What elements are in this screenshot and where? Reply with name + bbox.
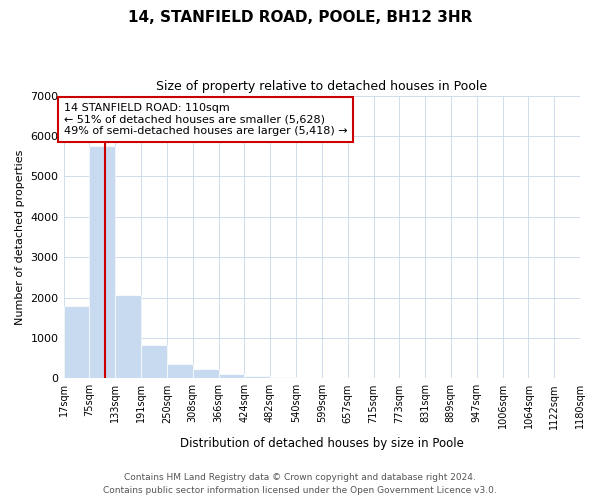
X-axis label: Distribution of detached houses by size in Poole: Distribution of detached houses by size … [180, 437, 464, 450]
Text: 14 STANFIELD ROAD: 110sqm
← 51% of detached houses are smaller (5,628)
49% of se: 14 STANFIELD ROAD: 110sqm ← 51% of detac… [64, 103, 347, 136]
Bar [89, 146, 115, 378]
Bar [244, 376, 270, 378]
Bar [193, 370, 218, 378]
Bar [141, 345, 167, 378]
Title: Size of property relative to detached houses in Poole: Size of property relative to detached ho… [156, 80, 487, 93]
Y-axis label: Number of detached properties: Number of detached properties [15, 149, 25, 324]
Bar [115, 295, 141, 378]
Text: 14, STANFIELD ROAD, POOLE, BH12 3HR: 14, STANFIELD ROAD, POOLE, BH12 3HR [128, 10, 472, 25]
Text: Contains HM Land Registry data © Crown copyright and database right 2024.
Contai: Contains HM Land Registry data © Crown c… [103, 474, 497, 495]
Bar [64, 306, 89, 378]
Bar [167, 364, 193, 378]
Bar [270, 377, 296, 378]
Bar [218, 374, 244, 378]
